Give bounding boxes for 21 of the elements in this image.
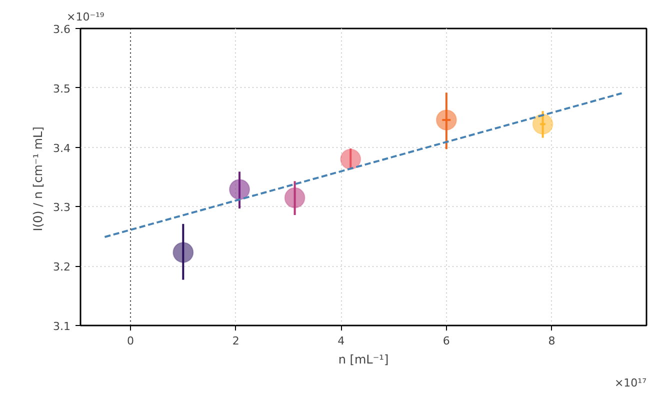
point [340,148,362,170]
y-axis-title: I(0) / n [cm⁻¹ mL] [31,126,46,232]
y-tick-label: 3.1 [53,320,71,333]
point [229,178,250,200]
x-axis-title: n [mL⁻¹] [338,352,389,366]
y-tick-label: 3.2 [53,260,71,274]
y-tick-label: 3.6 [53,23,71,36]
y-tick-label: 3.3 [53,201,71,214]
point [172,242,194,263]
x-tick-label: 0 [127,334,134,348]
x-tick-label: 2 [232,334,240,348]
y-tick-label: 3.4 [53,142,71,155]
x-tick-label: 8 [548,334,556,348]
text: ×10⁻¹⁹ [66,10,104,24]
y-tick-label: 3.5 [53,82,71,96]
x-tick-label: 6 [442,334,450,348]
point [532,114,554,135]
text: ×10¹⁷ [614,376,647,390]
x-tick-label: 4 [338,334,345,348]
point [284,187,306,208]
point [436,109,457,130]
